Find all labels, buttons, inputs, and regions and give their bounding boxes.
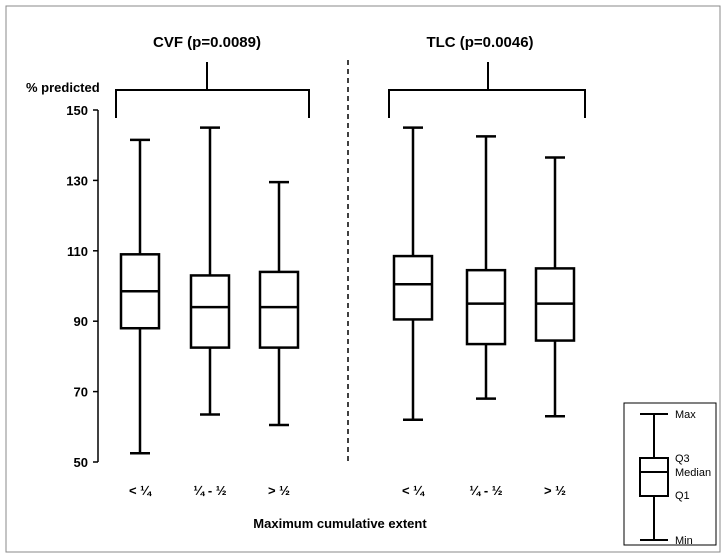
legend-label-min: Min: [675, 535, 693, 547]
group-brace-tlc: [388, 62, 586, 118]
box-plot: [392, 126, 434, 422]
x-tick-label: < ¼: [129, 483, 152, 498]
x-tick-label: > ½: [268, 483, 290, 498]
legend-box: [639, 457, 669, 497]
x-tick-label: < ¼: [402, 483, 425, 498]
group-title-tlc: TLC (p=0.0046): [426, 34, 533, 51]
box-plot: [465, 135, 507, 400]
y-tick-label: 70: [74, 385, 88, 400]
legend-label-median: Median: [675, 467, 711, 479]
y-axis-label: % predicted: [26, 80, 100, 95]
box-plot: [258, 180, 300, 427]
legend-label-q3: Q3: [675, 453, 690, 465]
y-tick-label: 130: [66, 173, 88, 188]
legend-label-q1: Q1: [675, 490, 690, 502]
y-tick-label: 110: [67, 244, 88, 259]
x-tick-label: ¼ - ½: [469, 483, 502, 498]
x-ticks: < ¼ ¼ - ½ > ½ < ¼ ¼ - ½ > ½: [129, 483, 566, 498]
y-ticks: 50 70 90 110 130 150: [66, 103, 98, 470]
box-series: [119, 126, 576, 455]
x-axis-label: Maximum cumulative extent: [253, 516, 427, 531]
group-title-cvf: CVF (p=0.0089): [153, 34, 261, 51]
group-brace-cvf: [115, 62, 310, 118]
box-plot: [189, 126, 231, 416]
x-tick-label: ¼ - ½: [193, 483, 226, 498]
y-tick-label: 50: [74, 455, 88, 470]
x-tick-label: > ½: [544, 483, 566, 498]
box-iqr: [392, 254, 434, 321]
y-tick-label: 90: [74, 314, 88, 329]
box-plot: [119, 138, 161, 455]
box-plot: [534, 156, 576, 418]
legend: Max Q3 Median Q1 Min: [623, 402, 717, 547]
box-iqr: [258, 270, 300, 349]
box-iqr: [189, 274, 231, 349]
y-tick-label: 150: [66, 103, 88, 118]
box-iqr: [465, 268, 507, 346]
figure-frame: [5, 5, 721, 553]
legend-label-max: Max: [675, 409, 696, 421]
